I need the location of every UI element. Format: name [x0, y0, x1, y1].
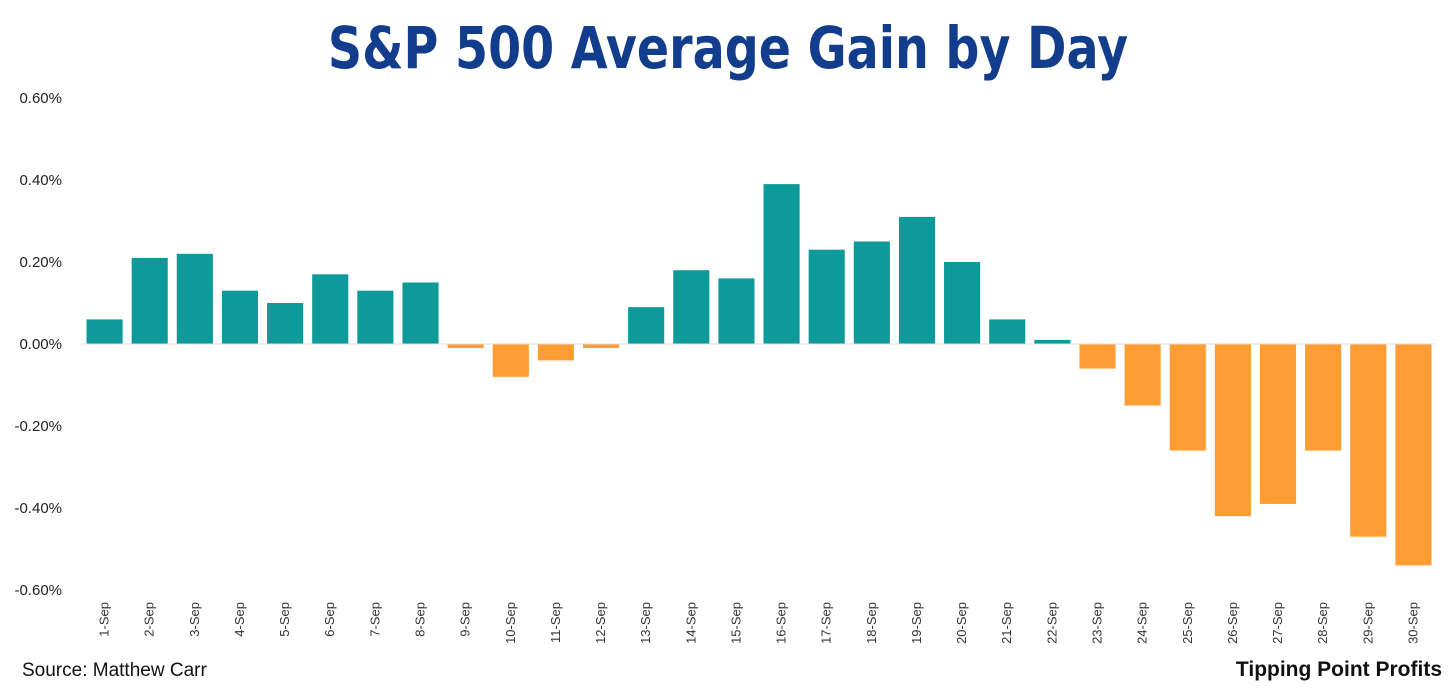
y-tick-label: 0.00% [19, 336, 62, 353]
bar-7-Sep [357, 290, 394, 344]
x-tick-label: 18-Sep [864, 602, 879, 644]
x-tick-label: 3-Sep [187, 602, 202, 637]
x-tick-label: 7-Sep [367, 602, 382, 637]
bar-13-Sep [628, 307, 665, 344]
bar-26-Sep [1214, 344, 1251, 517]
x-tick-label: 4-Sep [232, 602, 247, 637]
y-tick-label: -0.40% [14, 500, 62, 517]
y-tick-label: 0.40% [19, 172, 62, 189]
bar-1-Sep [86, 319, 123, 344]
bar-6-Sep [312, 274, 349, 344]
bar-27-Sep [1259, 344, 1297, 504]
y-tick-label: 0.20% [19, 254, 62, 271]
brand-name: Tipping Point Profits [1235, 658, 1442, 681]
x-tick-label: 1-Sep [97, 602, 112, 637]
x-tick-label: 28-Sep [1315, 602, 1330, 644]
bar-18-Sep [853, 241, 890, 344]
y-axis-tick-labels: 0.60% 0.40% 0.20% 0.00% -0.20% -0.40% -0.60% [14, 90, 62, 599]
bar-20-Sep [944, 262, 981, 344]
bar-8-Sep [402, 282, 439, 344]
bar-11-Sep [537, 344, 574, 361]
x-tick-label: 8-Sep [413, 602, 428, 637]
x-tick-label: 17-Sep [819, 602, 834, 644]
x-tick-label: 29-Sep [1360, 602, 1375, 644]
x-tick-label: 11-Sep [548, 602, 563, 643]
bar-12-Sep [582, 344, 620, 349]
x-tick-label: 23-Sep [1090, 602, 1105, 644]
bar-25-Sep [1169, 344, 1206, 451]
bar-16-Sep [763, 184, 800, 344]
bar-15-Sep [718, 278, 755, 344]
x-tick-label: 14-Sep [683, 602, 698, 644]
x-tick-label: 2-Sep [142, 602, 157, 637]
x-tick-label: 20-Sep [954, 602, 969, 644]
x-tick-label: 26-Sep [1225, 602, 1240, 644]
y-tick-label: 0.60% [19, 90, 62, 107]
chart-title: S&P 500 Average Gain by Day [327, 14, 1129, 82]
bar-19-Sep [898, 216, 936, 344]
bar-4-Sep [221, 290, 259, 344]
x-tick-label: 21-Sep [999, 602, 1014, 644]
x-tick-label: 5-Sep [277, 602, 292, 637]
x-tick-label: 15-Sep [728, 602, 743, 644]
x-tick-label: 10-Sep [503, 602, 518, 644]
bar-14-Sep [673, 270, 710, 344]
x-tick-label: 25-Sep [1180, 602, 1195, 644]
bar-5-Sep [267, 303, 304, 344]
x-tick-label: 12-Sep [593, 602, 608, 644]
x-tick-label: 19-Sep [909, 602, 924, 644]
x-tick-label: 9-Sep [458, 602, 473, 637]
x-axis-tick-labels: 1-Sep 2-Sep 3-Sep 4-Sep 5-Sep 6-Sep 7-Sep 8-Sep… [97, 602, 1421, 644]
x-tick-label: 6-Sep [322, 602, 337, 637]
x-tick-label: 16-Sep [774, 602, 789, 644]
bar-3-Sep [176, 253, 213, 344]
bar-9-Sep [447, 344, 484, 349]
bar-10-Sep [492, 344, 529, 377]
bar-30-Sep [1395, 344, 1432, 566]
bar-21-Sep [989, 319, 1026, 344]
x-tick-label: 13-Sep [638, 602, 653, 644]
bar-22-Sep [1034, 339, 1071, 344]
bar-24-Sep [1124, 344, 1161, 406]
x-tick-label: 24-Sep [1135, 602, 1150, 644]
x-tick-label: 27-Sep [1270, 602, 1285, 644]
bar-17-Sep [808, 249, 845, 344]
bar-28-Sep [1305, 344, 1342, 451]
source-credit: Source: Matthew Carr [22, 660, 207, 681]
x-tick-label: 22-Sep [1044, 602, 1059, 644]
bar-2-Sep [131, 257, 168, 344]
bar-29-Sep [1350, 344, 1387, 537]
bar-series [86, 184, 1432, 566]
x-tick-label: 30-Sep [1405, 602, 1420, 644]
y-tick-label: -0.20% [14, 418, 62, 435]
y-tick-label: -0.60% [14, 582, 62, 599]
bar-23-Sep [1079, 344, 1116, 369]
